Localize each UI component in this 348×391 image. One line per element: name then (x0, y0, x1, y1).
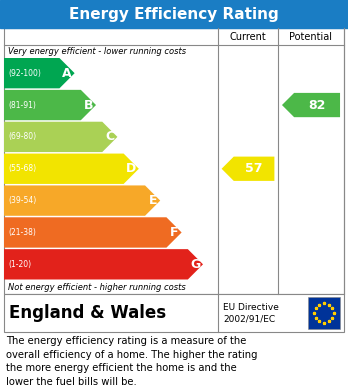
Text: EU Directive
2002/91/EC: EU Directive 2002/91/EC (223, 303, 279, 323)
Text: A: A (62, 67, 72, 80)
Text: Energy Efficiency Rating: Energy Efficiency Rating (69, 7, 279, 22)
Text: Not energy efficient - higher running costs: Not energy efficient - higher running co… (8, 283, 186, 292)
Text: (81-91): (81-91) (8, 100, 36, 109)
Text: C: C (105, 130, 114, 143)
Bar (308, 297, 340, 329)
Text: F: F (170, 226, 178, 239)
Polygon shape (4, 90, 96, 120)
Text: E: E (148, 194, 157, 207)
Text: 57: 57 (245, 162, 262, 175)
Bar (4, 28, 344, 294)
Polygon shape (4, 122, 117, 152)
Text: (92-100): (92-100) (8, 69, 41, 78)
Text: D: D (126, 162, 136, 175)
Text: Very energy efficient - lower running costs: Very energy efficient - lower running co… (8, 47, 186, 56)
Text: (21-38): (21-38) (8, 228, 36, 237)
Polygon shape (4, 249, 203, 280)
Text: B: B (84, 99, 93, 111)
Polygon shape (222, 157, 275, 181)
Text: 82: 82 (308, 99, 325, 111)
Polygon shape (4, 58, 74, 88)
Text: (39-54): (39-54) (8, 196, 36, 205)
Text: (69-80): (69-80) (8, 133, 36, 142)
Polygon shape (4, 154, 139, 184)
Text: Current: Current (230, 32, 266, 41)
Text: The energy efficiency rating is a measure of the
overall efficiency of a home. T: The energy efficiency rating is a measur… (6, 336, 258, 387)
Polygon shape (4, 185, 160, 216)
Bar (0, 0, 348, 28)
Polygon shape (282, 93, 340, 117)
Text: England & Wales: England & Wales (9, 304, 166, 322)
Text: (1-20): (1-20) (8, 260, 31, 269)
Bar (4, 294, 344, 332)
Text: G: G (190, 258, 200, 271)
Polygon shape (4, 217, 182, 248)
Text: (55-68): (55-68) (8, 164, 36, 173)
Text: Potential: Potential (290, 32, 332, 41)
